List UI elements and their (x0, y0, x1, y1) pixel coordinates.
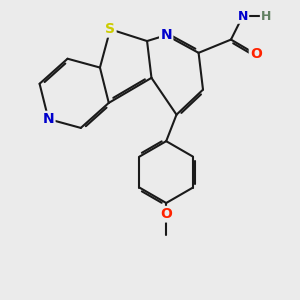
Text: N: N (160, 28, 172, 42)
Text: O: O (160, 207, 172, 221)
Text: O: O (250, 47, 262, 61)
Text: N: N (43, 112, 54, 126)
Text: S: S (105, 22, 115, 36)
Text: H: H (261, 10, 272, 22)
Text: N: N (238, 10, 248, 22)
